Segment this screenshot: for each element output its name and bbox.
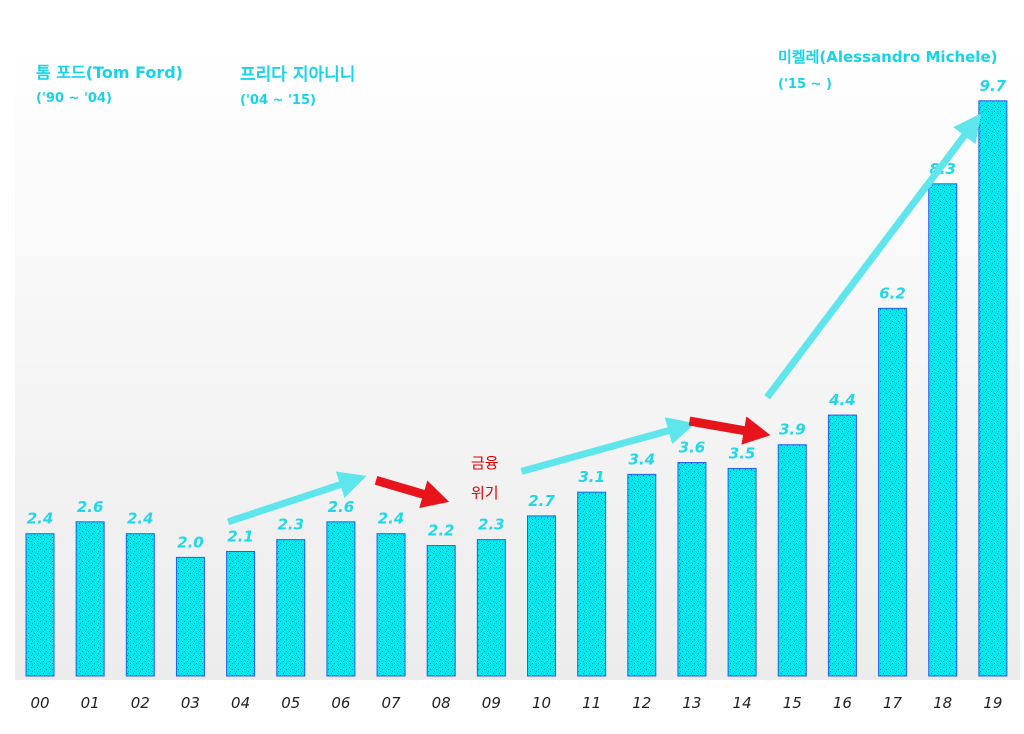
bar-14 (727, 467, 757, 677)
down-trend-arrow-07-08 (374, 475, 450, 509)
value-label-02: 2.4 (127, 510, 154, 528)
value-label-12: 3.4 (629, 450, 656, 468)
bar-05 (276, 539, 306, 677)
x-tick-13: 13 (682, 694, 701, 712)
bar-07 (376, 533, 406, 677)
bar-17 (878, 307, 908, 677)
value-label-19: 9.7 (980, 77, 1007, 95)
x-tick-17: 17 (883, 694, 903, 712)
down-trend-arrow-13-14 (688, 416, 771, 445)
bar-04 (226, 550, 256, 677)
bar-12 (627, 473, 657, 677)
value-label-10: 2.7 (528, 492, 555, 510)
bar-03 (175, 556, 205, 677)
annotation-tom-ford-name: 톰 포드(Tom Ford) (36, 63, 183, 82)
x-tick-00: 00 (30, 694, 49, 712)
bar-01 (75, 521, 105, 677)
x-tick-16: 16 (833, 694, 852, 712)
bar-10 (527, 515, 556, 677)
x-tick-18: 18 (933, 694, 952, 712)
up-trend-arrow-04-06 (226, 471, 367, 526)
annotation-frida-period: ('04 ~ '15) (240, 93, 316, 108)
bar-15 (777, 444, 807, 677)
value-label-07: 2.4 (378, 510, 405, 528)
x-tick-09: 09 (482, 694, 501, 712)
bars-group: 2.4 00 2.6 01 2.4 02 2.0 03 2.1 04 2.3 05 2.6 06 2.4 07… (25, 77, 1008, 712)
bar-06 (326, 521, 356, 677)
value-label-03: 2.0 (177, 533, 204, 551)
value-label-11: 3.1 (578, 468, 605, 486)
trend-arrows (226, 113, 982, 526)
bar-09 (476, 539, 506, 677)
plot-background (15, 40, 1020, 680)
x-tick-12: 12 (632, 694, 651, 712)
value-label-14: 3.5 (729, 444, 756, 462)
value-label-17: 6.2 (879, 284, 906, 302)
value-label-15: 3.9 (779, 421, 806, 439)
x-tick-19: 19 (983, 694, 1002, 712)
value-label-06: 2.6 (328, 498, 355, 516)
bar-00 (25, 533, 55, 677)
x-tick-05: 05 (281, 694, 300, 712)
bar-13 (677, 462, 707, 677)
value-label-00: 2.4 (27, 510, 54, 528)
x-tick-15: 15 (783, 694, 802, 712)
up-trend-arrow-15-18 (764, 113, 982, 400)
value-label-16: 4.4 (828, 391, 856, 409)
x-tick-02: 02 (131, 694, 150, 712)
annotation-tom-ford-period: ('90 ~ '04) (36, 91, 112, 106)
value-label-13: 3.6 (679, 439, 706, 457)
annotation-michele-name: 미켈레(Alessandro Michele) (778, 48, 997, 66)
value-label-08: 2.2 (428, 522, 455, 540)
bar-18 (928, 183, 958, 677)
value-label-04: 2.1 (227, 527, 254, 545)
bar-16 (827, 414, 857, 677)
annotation-crisis-line1: 금융 (471, 454, 499, 472)
x-tick-04: 04 (231, 694, 250, 712)
up-trend-arrow-10-13 (520, 417, 696, 475)
bar-19 (978, 100, 1008, 677)
annotation-frida-name: 프리다 지아니니 (240, 65, 355, 85)
annotation-crisis-line2: 위기 (471, 484, 499, 502)
value-label-09: 2.3 (478, 516, 505, 534)
x-tick-01: 01 (81, 694, 100, 712)
x-tick-03: 03 (181, 694, 200, 712)
value-label-01: 2.6 (77, 498, 104, 516)
x-tick-07: 07 (382, 694, 402, 712)
x-tick-14: 14 (733, 694, 752, 712)
bar-11 (577, 491, 607, 677)
x-tick-10: 10 (532, 694, 551, 712)
value-label-05: 2.3 (277, 516, 304, 534)
x-tick-06: 06 (331, 694, 350, 712)
bar-08 (426, 545, 456, 677)
annotation-michele-period: ('15 ~ ) (778, 77, 832, 92)
x-tick-08: 08 (432, 694, 451, 712)
bar-02 (125, 533, 155, 677)
x-tick-11: 11 (582, 694, 601, 712)
